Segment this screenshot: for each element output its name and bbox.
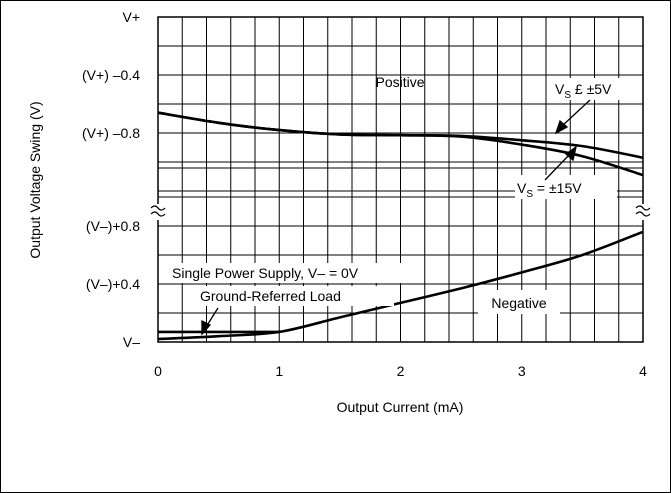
axis-break-marks bbox=[150, 204, 651, 220]
arrow-vs5 bbox=[561, 99, 591, 127]
curve-positive-2 bbox=[157, 111, 644, 177]
x-tick-label: 2 bbox=[397, 363, 405, 379]
x-tick-label: 4 bbox=[639, 363, 647, 379]
curve-negative-3 bbox=[157, 230, 644, 341]
x-axis-label: Output Current (mA) bbox=[337, 399, 464, 415]
vs-5v-label: VS £ ±5V bbox=[555, 81, 612, 101]
negative-label: Negative bbox=[491, 295, 546, 311]
arrowhead-vs5 bbox=[554, 119, 569, 135]
y-tick-label: (V–)+0.4 bbox=[86, 276, 140, 292]
annotation-arrows bbox=[201, 99, 591, 336]
x-tick-label: 3 bbox=[518, 363, 526, 379]
arrow-vs15 bbox=[544, 153, 571, 181]
arrowhead-supply bbox=[201, 319, 212, 336]
supply-label-line1: Single Power Supply, V– = 0V bbox=[172, 265, 359, 281]
vs-15v-label: VS = ±15V bbox=[517, 180, 582, 200]
y-tick-label: (V+) –0.8 bbox=[82, 125, 140, 141]
y-tick-label: (V+) –0.4 bbox=[82, 67, 140, 83]
plot-border bbox=[157, 16, 644, 343]
y-axis-label: Output Voltage Swing (V) bbox=[27, 101, 43, 258]
curves bbox=[157, 111, 644, 341]
y-tick-label: V– bbox=[123, 334, 140, 350]
positive-label: Positive bbox=[375, 74, 424, 90]
tick-labels: V+ (V+) –0.4 (V+) –0.8 (V–)+0.8 (V–)+0.4 V– 0 1… bbox=[82, 9, 647, 379]
x-tick-label: 1 bbox=[275, 363, 283, 379]
x-tick-label: 0 bbox=[154, 363, 162, 379]
supply-label-line2: Ground-Referred Load bbox=[200, 288, 341, 304]
arrowhead-vs15 bbox=[564, 145, 578, 162]
y-tick-label: (V–)+0.8 bbox=[86, 218, 140, 234]
y-tick-label: V+ bbox=[122, 9, 140, 25]
